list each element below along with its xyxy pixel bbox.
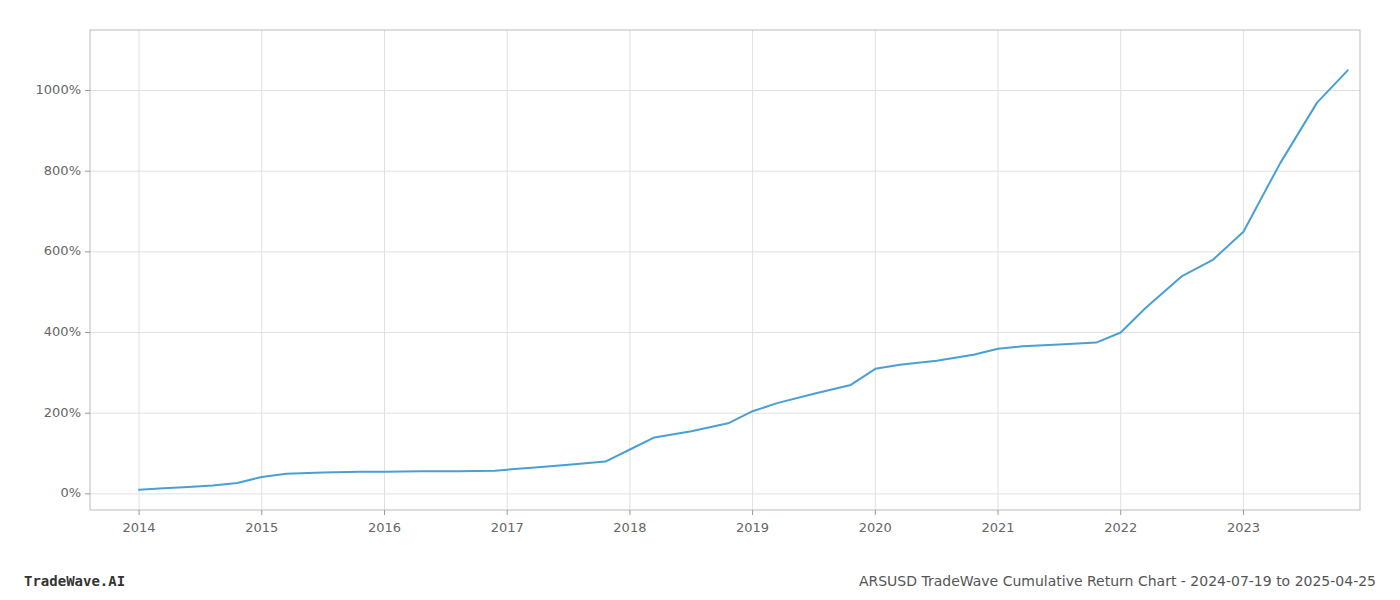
y-tick	[85, 413, 90, 414]
x-grid-line	[1243, 30, 1244, 510]
x-tick	[875, 510, 876, 515]
y-grid-line	[90, 251, 1360, 252]
x-grid-line	[998, 30, 999, 510]
y-tick	[85, 90, 90, 91]
x-tick	[1243, 510, 1244, 515]
x-tick	[629, 510, 630, 515]
y-grid-line	[90, 493, 1360, 494]
x-grid-line	[752, 30, 753, 510]
y-tick	[85, 171, 90, 172]
x-tick	[384, 510, 385, 515]
x-grid-line	[507, 30, 508, 510]
x-grid-line	[629, 30, 630, 510]
x-tick	[261, 510, 262, 515]
y-tick-label: 600%	[44, 243, 81, 258]
chart: 0% 200% 400% 600% 800% 1000% 2014 2015 2016 2017 2…	[0, 0, 1400, 600]
x-grid-line	[139, 30, 140, 510]
x-grid-line	[1120, 30, 1121, 510]
x-tick-label: 2018	[613, 520, 646, 535]
x-tick-label: 2014	[123, 520, 156, 535]
x-tick	[752, 510, 753, 515]
tick-labels: 0% 200% 400% 600% 800% 1000% 2014 2015 2016 2017 2…	[36, 82, 1260, 535]
y-grid-line	[90, 413, 1360, 414]
x-tick-label: 2015	[245, 520, 278, 535]
y-tick	[85, 332, 90, 333]
x-tick	[998, 510, 999, 515]
y-grid-line	[90, 90, 1360, 91]
return-line	[139, 70, 1348, 489]
y-tick-label: 1000%	[36, 82, 81, 97]
x-tick-label: 2020	[859, 520, 892, 535]
y-tick	[85, 493, 90, 494]
x-tick-label: 2016	[368, 520, 401, 535]
x-tick-label: 2021	[981, 520, 1014, 535]
y-tick-label: 400%	[44, 324, 81, 339]
x-tick-label: 2017	[491, 520, 524, 535]
x-grid-line	[875, 30, 876, 510]
watermark: TradeWave.AI	[24, 573, 125, 589]
x-tick	[139, 510, 140, 515]
y-grid-line	[90, 332, 1360, 333]
x-tick	[507, 510, 508, 515]
y-grid-line	[90, 171, 1360, 172]
title: ARSUSD TradeWave Cumulative Return Chart…	[859, 573, 1376, 589]
y-tick-label: 200%	[44, 405, 81, 420]
x-grid-line	[261, 30, 262, 510]
y-tick-label: 0%	[60, 485, 81, 500]
y-tick-label: 800%	[44, 163, 81, 178]
x-tick	[1120, 510, 1121, 515]
x-tick-label: 2019	[736, 520, 769, 535]
x-tick-label: 2022	[1104, 520, 1137, 535]
x-tick-label: 2023	[1227, 520, 1260, 535]
plot-frame	[90, 30, 1360, 510]
x-grid-line	[384, 30, 385, 510]
y-tick	[85, 251, 90, 252]
grid	[90, 30, 1360, 510]
plot-area	[139, 70, 1348, 489]
